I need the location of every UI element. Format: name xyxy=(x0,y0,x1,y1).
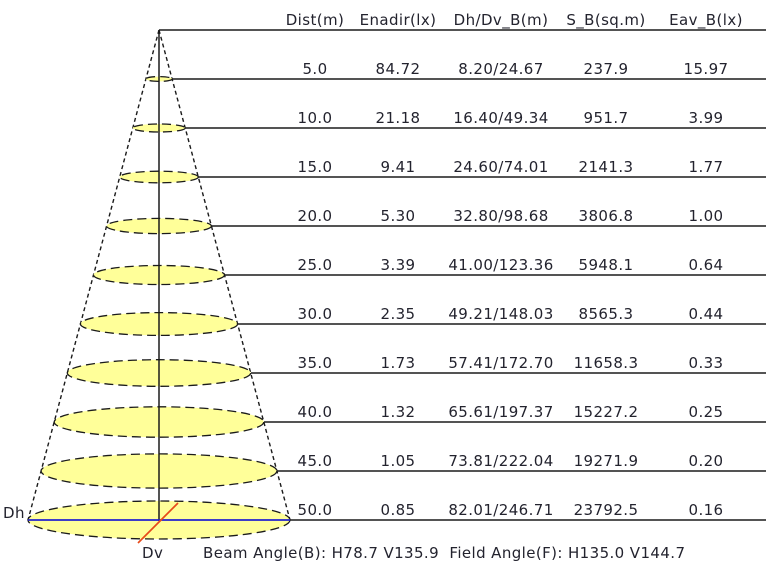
column-header-dist: Dist(m) xyxy=(285,11,345,29)
cell-sb: 237.9 xyxy=(583,60,629,78)
cell-enadir: 1.05 xyxy=(380,452,416,470)
cell-eav: 0.20 xyxy=(688,452,724,470)
cell-dist: 45.0 xyxy=(297,452,333,470)
cell-eav: 0.33 xyxy=(688,354,724,372)
table-row: 5.0 84.72 8.20/24.67 237.9 15.97 xyxy=(0,60,767,78)
cell-dist: 35.0 xyxy=(297,354,333,372)
table-row: 45.0 1.05 73.81/222.04 19271.9 0.20 xyxy=(0,452,767,470)
cell-sb: 11658.3 xyxy=(573,354,639,372)
cell-eav: 0.16 xyxy=(688,501,724,519)
cell-enadir: 84.72 xyxy=(375,60,421,78)
cell-enadir: 9.41 xyxy=(380,158,416,176)
cell-sb: 19271.9 xyxy=(573,452,639,470)
dv-axis-label: Dv xyxy=(142,544,164,562)
column-header-eav: Eav_B(lx) xyxy=(669,11,743,29)
cell-sb: 23792.5 xyxy=(573,501,639,519)
dv-line xyxy=(137,502,179,544)
cell-dhdv: 49.21/148.03 xyxy=(448,305,554,323)
column-header-enadir: Enadir(lx) xyxy=(359,11,437,29)
cell-dhdv: 24.60/74.01 xyxy=(453,158,549,176)
cell-dist: 30.0 xyxy=(297,305,333,323)
cell-dist: 5.0 xyxy=(302,60,328,78)
table-row: 15.0 9.41 24.60/74.01 2141.3 1.77 xyxy=(0,158,767,176)
table-row: 30.0 2.35 49.21/148.03 8565.3 0.44 xyxy=(0,305,767,323)
cell-eav: 1.00 xyxy=(688,207,724,225)
cell-dist: 15.0 xyxy=(297,158,333,176)
cell-sb: 2141.3 xyxy=(578,158,634,176)
cell-dhdv: 57.41/172.70 xyxy=(448,354,554,372)
cell-dhdv: 82.01/246.71 xyxy=(448,501,554,519)
cell-eav: 3.99 xyxy=(688,109,724,127)
table-row: 10.0 21.18 16.40/49.34 951.7 3.99 xyxy=(0,109,767,127)
column-header-sb: S_B(sq.m) xyxy=(566,11,646,29)
cell-dist: 25.0 xyxy=(297,256,333,274)
cell-dhdv: 8.20/24.67 xyxy=(458,60,544,78)
cell-sb: 3806.8 xyxy=(578,207,634,225)
cell-dist: 40.0 xyxy=(297,403,333,421)
cell-eav: 1.77 xyxy=(688,158,724,176)
cell-sb: 951.7 xyxy=(583,109,629,127)
column-header-dhdv: Dh/Dv_B(m) xyxy=(453,11,549,29)
table-row: 40.0 1.32 65.61/197.37 15227.2 0.25 xyxy=(0,403,767,421)
cell-enadir: 3.39 xyxy=(380,256,416,274)
cell-eav: 0.25 xyxy=(688,403,724,421)
cell-dhdv: 41.00/123.36 xyxy=(448,256,554,274)
table-row: 50.0 0.85 82.01/246.71 23792.5 0.16 xyxy=(0,501,767,519)
cell-sb: 8565.3 xyxy=(578,305,634,323)
cell-eav: 0.64 xyxy=(688,256,724,274)
cell-dist: 20.0 xyxy=(297,207,333,225)
cell-enadir: 21.18 xyxy=(375,109,421,127)
cell-dhdv: 65.61/197.37 xyxy=(448,403,554,421)
cell-dhdv: 16.40/49.34 xyxy=(453,109,549,127)
cell-enadir: 0.85 xyxy=(380,501,416,519)
table-header-row: Dist(m) Enadir(lx) Dh/Dv_B(m) S_B(sq.m) … xyxy=(0,11,767,29)
cell-enadir: 5.30 xyxy=(380,207,416,225)
table-row: 35.0 1.73 57.41/172.70 11658.3 0.33 xyxy=(0,354,767,372)
cell-dist: 50.0 xyxy=(297,501,333,519)
cell-sb: 5948.1 xyxy=(578,256,634,274)
cell-enadir: 1.73 xyxy=(380,354,416,372)
cell-eav: 0.44 xyxy=(688,305,724,323)
cell-enadir: 1.32 xyxy=(380,403,416,421)
table-row: 20.0 5.30 32.80/98.68 3806.8 1.00 xyxy=(0,207,767,225)
dh-axis-label: Dh xyxy=(3,504,25,522)
cell-enadir: 2.35 xyxy=(380,305,416,323)
table-row: 25.0 3.39 41.00/123.36 5948.1 0.64 xyxy=(0,256,767,274)
cell-sb: 15227.2 xyxy=(573,403,639,421)
cell-dist: 10.0 xyxy=(297,109,333,127)
cell-eav: 15.97 xyxy=(683,60,729,78)
cell-dhdv: 73.81/222.04 xyxy=(448,452,554,470)
cell-dhdv: 32.80/98.68 xyxy=(453,207,549,225)
beam-field-angle-text: Beam Angle(B): H78.7 V135.9 Field Angle(… xyxy=(203,544,686,562)
